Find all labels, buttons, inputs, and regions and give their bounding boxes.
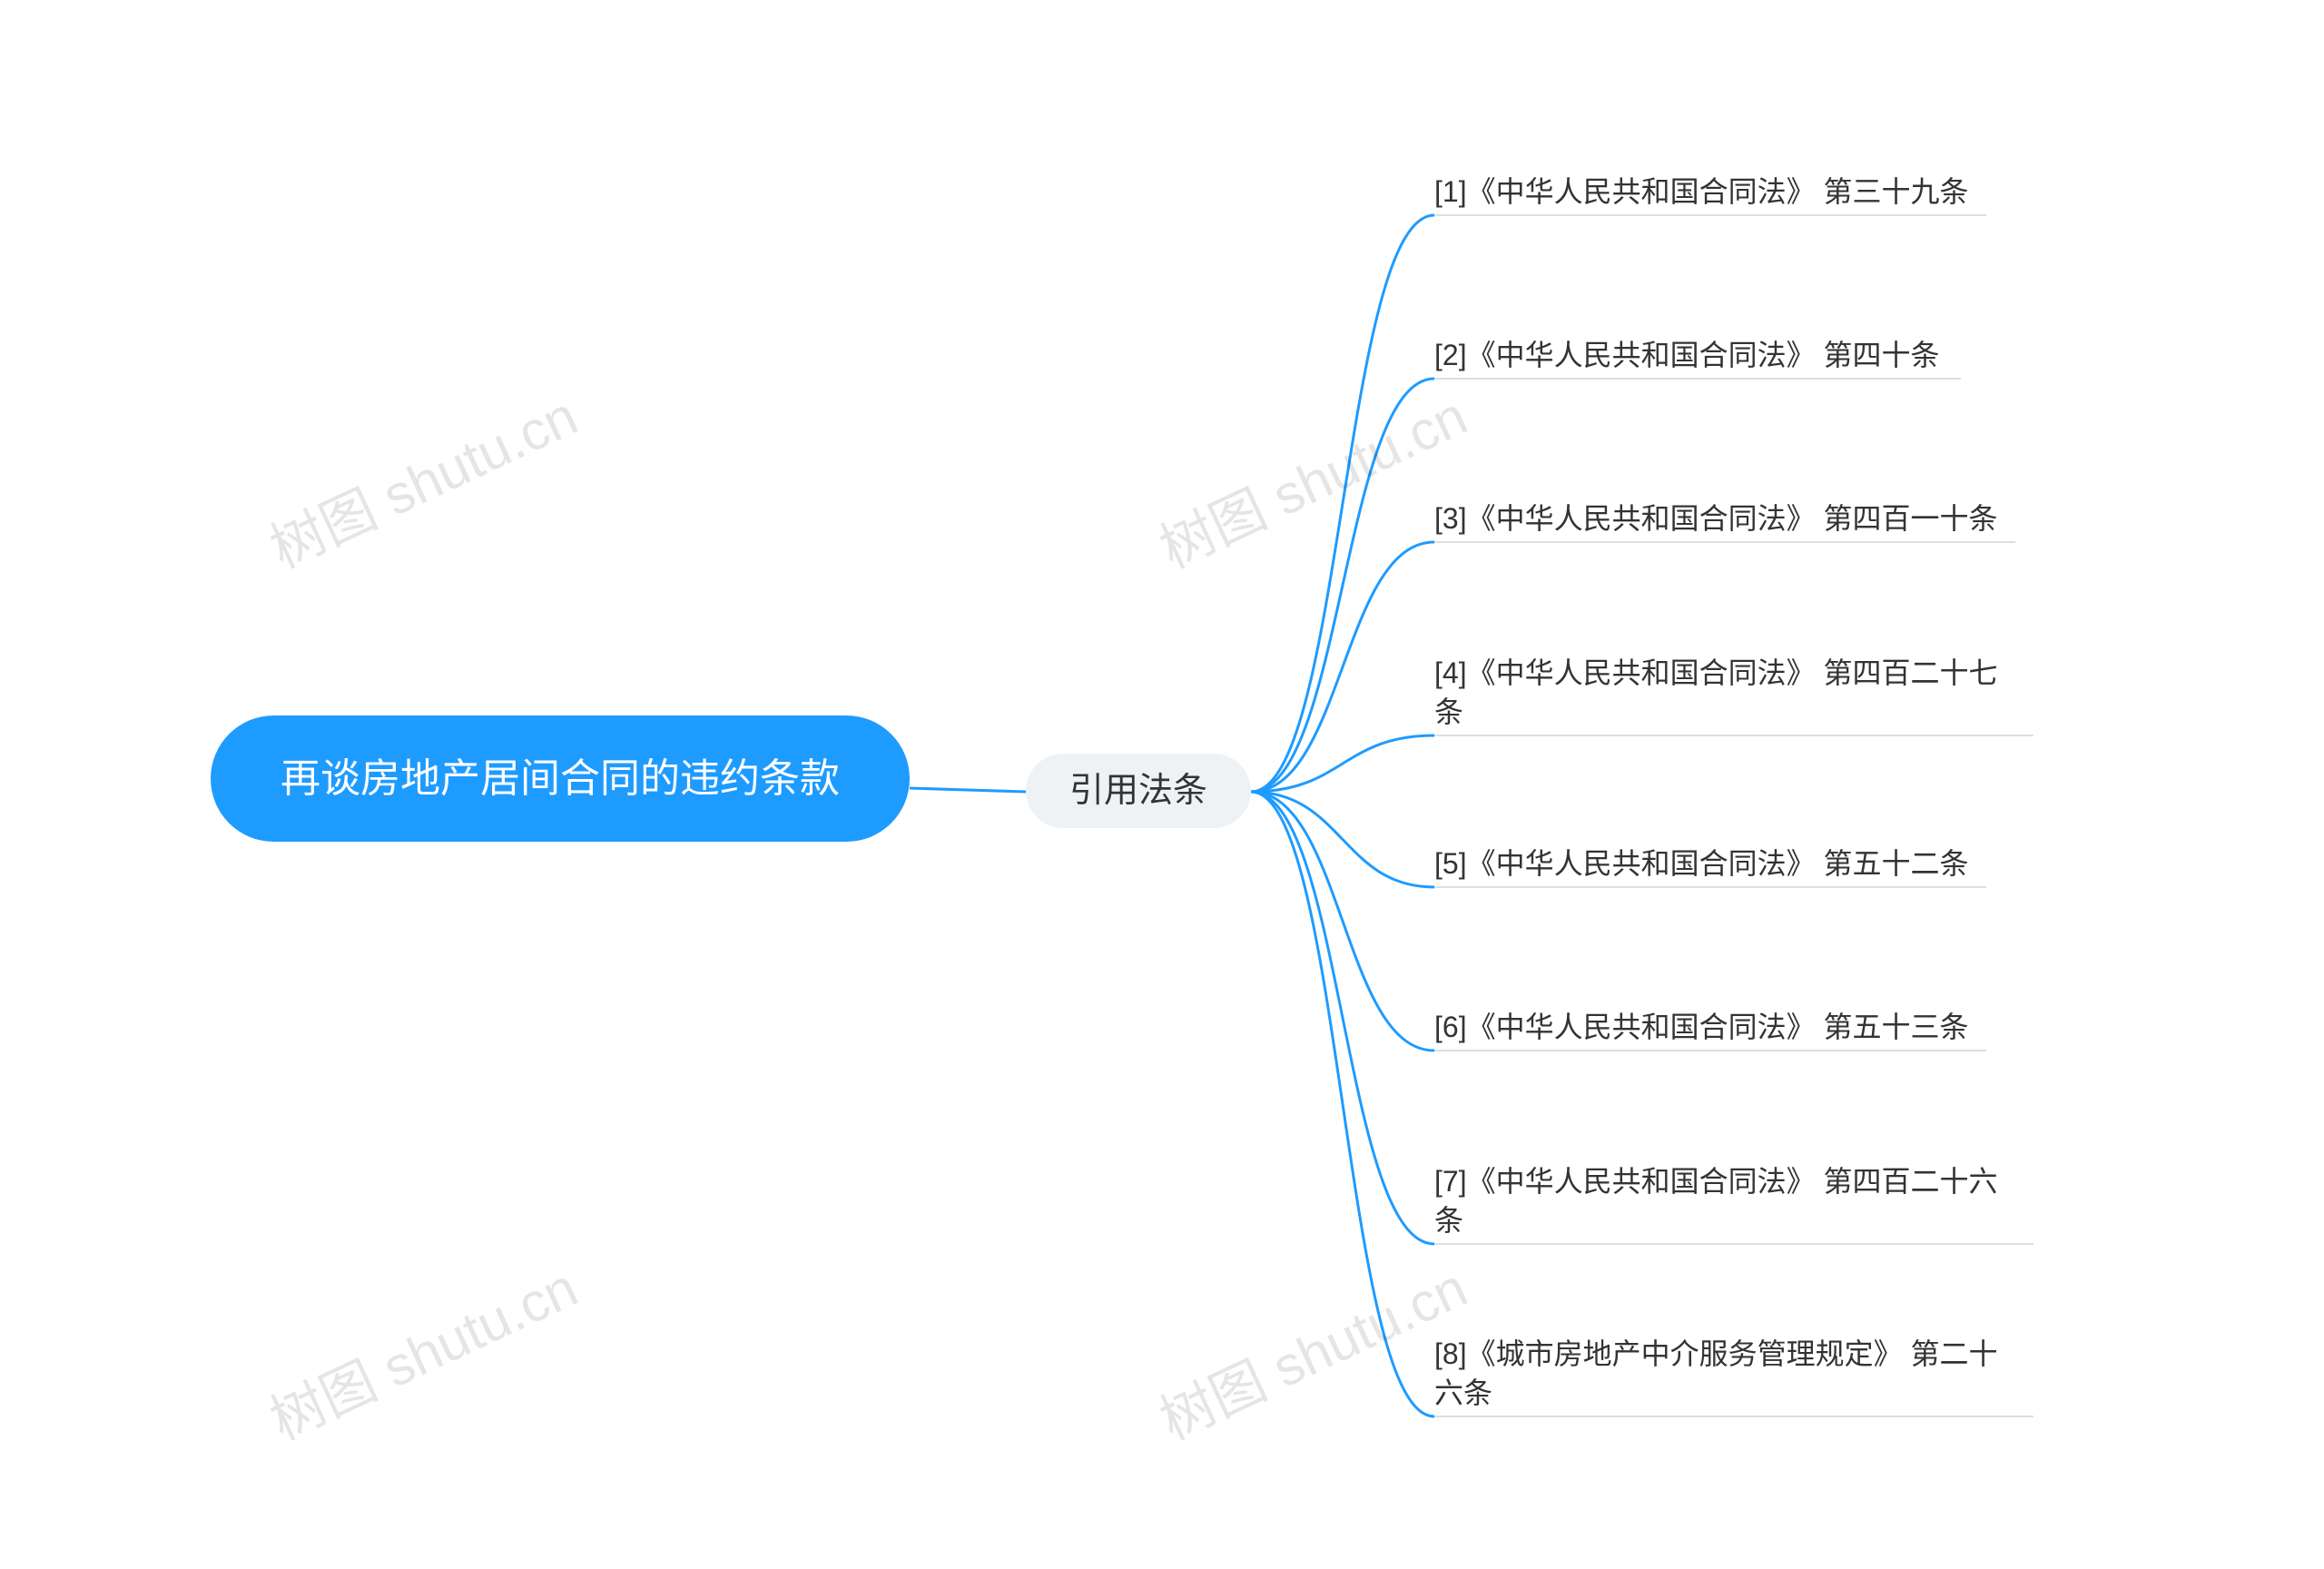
leaf-node[interactable]: [4]《中华人民共和国合同法》 第四百二十七条 [1434, 654, 2015, 732]
sub-node-label: 引用法条 [1069, 772, 1207, 810]
leaf-node[interactable]: [3]《中华人民共和国合同法》 第四百一十条 [1434, 499, 1997, 538]
leaf-node[interactable]: [8]《城市房地产中介服务管理规定》 第二十六条 [1434, 1335, 2015, 1413]
watermark: 树图 shutu.cn [256, 1244, 588, 1455]
leaf-node-label: [5]《中华人民共和国合同法》 第五十二条 [1434, 847, 1968, 880]
leaf-node-label: [2]《中华人民共和国合同法》 第四十条 [1434, 339, 1939, 371]
root-node[interactable]: 再谈房地产居间合同的违约条款 [211, 715, 910, 842]
leaf-node-label: [4]《中华人民共和国合同法》 第四百二十七条 [1434, 656, 1997, 728]
mindmap-canvas: 再谈房地产居间合同的违约条款 引用法条 [1]《中华人民共和国合同法》 第三十九… [0, 0, 2324, 1569]
leaf-node-label: [6]《中华人民共和国合同法》 第五十三条 [1434, 1011, 1968, 1043]
watermark: 树图 shutu.cn [1146, 372, 1478, 583]
root-node-label: 再谈房地产居间合同的违约条款 [281, 756, 840, 801]
watermark: 树图 shutu.cn [256, 372, 588, 583]
leaf-node[interactable]: [6]《中华人民共和国合同法》 第五十三条 [1434, 1008, 1968, 1047]
leaf-node-label: [3]《中华人民共和国合同法》 第四百一十条 [1434, 502, 1997, 535]
leaf-node-label: [8]《城市房地产中介服务管理规定》 第二十六条 [1434, 1337, 1997, 1409]
leaf-node[interactable]: [1]《中华人民共和国合同法》 第三十九条 [1434, 173, 1968, 212]
sub-node[interactable]: 引用法条 [1026, 754, 1251, 828]
leaf-node[interactable]: [2]《中华人民共和国合同法》 第四十条 [1434, 336, 1939, 375]
leaf-node[interactable]: [5]《中华人民共和国合同法》 第五十二条 [1434, 844, 1968, 883]
leaf-node[interactable]: [7]《中华人民共和国合同法》 第四百二十六条 [1434, 1162, 2015, 1240]
leaf-node-label: [7]《中华人民共和国合同法》 第四百二十六条 [1434, 1165, 1997, 1237]
watermark: 树图 shutu.cn [1146, 1244, 1478, 1455]
leaf-node-label: [1]《中华人民共和国合同法》 第三十九条 [1434, 175, 1968, 208]
